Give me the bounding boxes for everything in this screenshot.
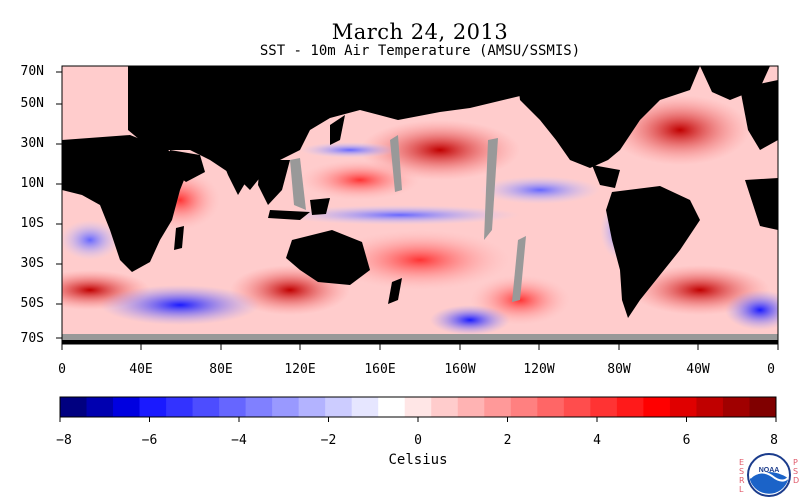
lat-label: 10S — [20, 216, 44, 231]
lat-label: 50S — [20, 296, 44, 311]
map-frame — [61, 65, 779, 345]
lon-label: 120E — [284, 362, 316, 377]
lon-ticks — [61, 344, 779, 350]
lon-label: 0 — [767, 362, 775, 377]
colorbar-swatch — [643, 397, 671, 417]
colorbar-swatch — [696, 397, 724, 417]
colorbar-tick-label: 4 — [593, 433, 601, 448]
colorbar-swatch — [722, 397, 750, 417]
lon-label: 120W — [523, 362, 555, 377]
lon-label: 160W — [444, 362, 476, 377]
colorbar-ticks — [59, 417, 777, 422]
lat-label: 70N — [20, 64, 44, 79]
colorbar-tick-label: 2 — [503, 433, 512, 448]
colorbar-swatch — [351, 397, 379, 417]
lon-label: 40E — [129, 362, 153, 377]
lat-label: 10N — [20, 176, 44, 191]
colorbar-swatch — [192, 397, 220, 417]
colorbar-swatch — [563, 397, 591, 417]
colorbar-tick-label: −8 — [56, 433, 72, 448]
colorbar-tick-label: 6 — [682, 433, 691, 448]
colorbar-tick-label: −4 — [231, 433, 247, 448]
page-title: March 24, 2013 — [331, 20, 509, 44]
land — [62, 66, 778, 344]
colorbar-swatch — [749, 397, 777, 417]
colorbar-swatch — [60, 397, 88, 417]
lon-label: 160E — [364, 362, 396, 377]
colorbar-unit: Celsius — [388, 452, 448, 468]
colorbar-swatch — [431, 397, 459, 417]
lon-label: 80W — [607, 362, 631, 377]
colorbar-tick-label: −6 — [141, 433, 158, 448]
lat-label: 30S — [20, 256, 44, 271]
colorbar — [60, 397, 777, 417]
lon-label: 40W — [686, 362, 710, 377]
colorbar-tick-label: 0 — [414, 433, 422, 448]
lat-ticks — [56, 71, 62, 339]
colorbar-swatch — [272, 397, 300, 417]
colorbar-swatch — [245, 397, 273, 417]
lat-label: 70S — [20, 331, 44, 346]
lat-label: 30N — [20, 136, 44, 151]
colorbar-swatch — [510, 397, 538, 417]
colorbar-swatch — [86, 397, 114, 417]
colorbar-swatch — [537, 397, 565, 417]
colorbar-swatch — [669, 397, 697, 417]
svg-text:NOAA: NOAA — [759, 467, 780, 474]
colorbar-swatch — [404, 397, 432, 417]
noaa-logo: NOAA — [747, 453, 791, 497]
colorbar-tick-label: −2 — [320, 433, 337, 448]
colorbar-swatch — [298, 397, 326, 417]
colorbar-tick-label: 8 — [770, 433, 778, 448]
lat-label: 50N — [20, 96, 44, 111]
colorbar-swatch — [378, 397, 406, 417]
colorbar-swatch — [616, 397, 644, 417]
colorbar-swatch — [457, 397, 485, 417]
colorbar-swatch — [484, 397, 512, 417]
colorbar-swatch — [219, 397, 247, 417]
map-subtitle: SST - 10m Air Temperature (AMSU/SSMIS) — [259, 43, 581, 59]
colorbar-swatch — [590, 397, 618, 417]
colorbar-swatch — [113, 397, 141, 417]
lon-label: 0 — [58, 362, 66, 377]
lon-label: 80E — [209, 362, 233, 377]
colorbar-swatch — [166, 397, 194, 417]
colorbar-swatch — [325, 397, 353, 417]
colorbar-swatch — [139, 397, 167, 417]
map-field — [62, 66, 778, 344]
